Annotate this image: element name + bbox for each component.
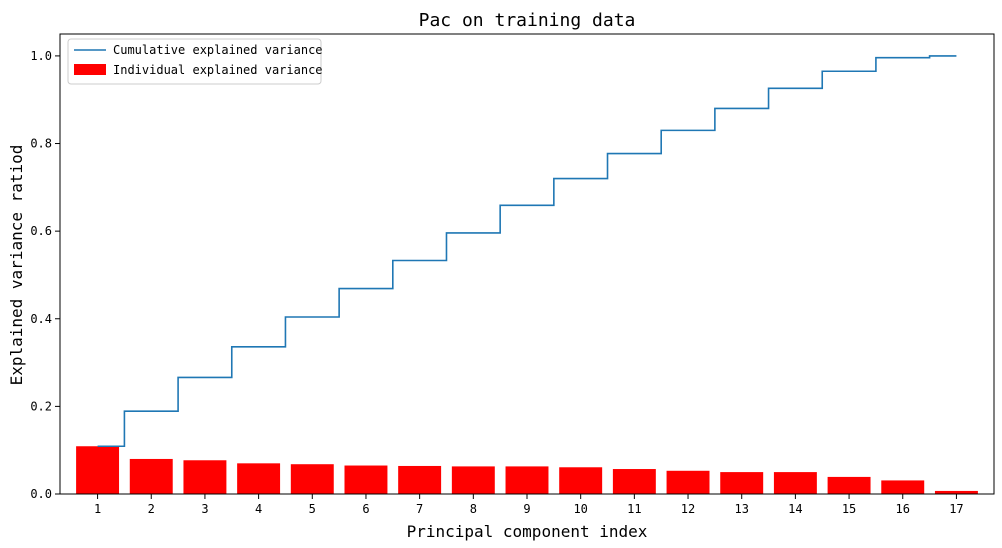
x-tick-label: 2	[148, 502, 155, 516]
x-tick-label: 14	[788, 502, 802, 516]
bar-component-9	[505, 466, 549, 494]
x-tick-label: 16	[896, 502, 910, 516]
y-tick-label: 0.4	[30, 312, 52, 326]
legend-box	[67, 38, 322, 85]
bar-component-2	[129, 458, 173, 494]
y-tick-label: 0.8	[30, 137, 52, 151]
x-axis-label: Principal component index	[407, 522, 648, 541]
x-tick-label: 15	[842, 502, 856, 516]
x-tick-label: 17	[949, 502, 963, 516]
bar-component-7	[398, 465, 442, 494]
x-tick-label: 13	[734, 502, 748, 516]
bar-component-17	[934, 490, 978, 494]
x-tick-label: 12	[681, 502, 695, 516]
y-tick-label: 1.0	[30, 49, 52, 63]
legend: Cumulative explained variance Individual…	[67, 38, 323, 85]
bar-component-6	[344, 465, 388, 494]
bar-component-4	[237, 463, 281, 494]
bar-component-15	[827, 476, 871, 494]
y-axis-label: Explained variance ratiod	[7, 145, 26, 386]
y-tick-label: 0.0	[30, 487, 52, 501]
x-tick-label: 9	[523, 502, 530, 516]
legend-individual-swatch	[74, 64, 106, 75]
y-tick-label: 0.2	[30, 399, 52, 413]
plot-area	[76, 55, 978, 494]
bar-component-14	[773, 472, 817, 494]
cumulative-step-line	[97, 55, 957, 448]
x-tick-label: 6	[362, 502, 369, 516]
bar-component-8	[451, 466, 495, 494]
x-tick-label: 7	[416, 502, 423, 516]
y-tick-label: 0.6	[30, 224, 52, 238]
bar-component-3	[183, 460, 227, 494]
x-tick-label: 1	[94, 502, 101, 516]
bar-component-12	[666, 470, 710, 494]
bar-component-13	[720, 472, 764, 494]
legend-cumulative-label: Cumulative explained variance	[113, 43, 323, 57]
x-tick-label: 3	[201, 502, 208, 516]
plot-frame	[59, 33, 995, 495]
x-tick-label: 10	[573, 502, 587, 516]
y-axis-ticks: 0.0 0.2 0.4 0.6 0.8 1.0	[30, 49, 60, 501]
chart-title: Pac on training data	[419, 10, 636, 31]
x-tick-label: 4	[255, 502, 262, 516]
legend-individual-label: Individual explained variance	[113, 63, 323, 77]
bar-component-11	[612, 469, 656, 494]
x-tick-label: 5	[309, 502, 316, 516]
bar-component-5	[290, 464, 334, 494]
bar-component-10	[559, 467, 603, 494]
x-axis-ticks: 1 2 3 4 5 6 7 8 9 10 11 12 13 14 15 16 17	[94, 494, 964, 516]
x-tick-label: 8	[470, 502, 477, 516]
x-tick-label: 11	[627, 502, 641, 516]
bar-component-16	[881, 480, 925, 494]
bar-component-1	[76, 446, 120, 494]
